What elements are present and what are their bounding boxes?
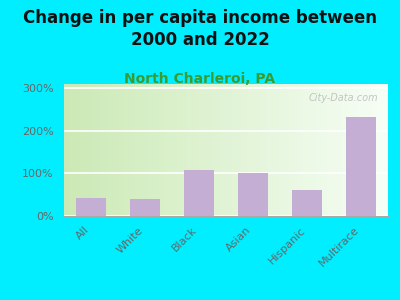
- Text: Change in per capita income between
2000 and 2022: Change in per capita income between 2000…: [23, 9, 377, 49]
- Bar: [184, 170, 214, 216]
- Bar: [130, 199, 160, 216]
- Text: City-Data.com: City-Data.com: [309, 93, 378, 103]
- Bar: [292, 190, 322, 216]
- Bar: [238, 173, 268, 216]
- Bar: [346, 117, 376, 216]
- Bar: [76, 198, 106, 216]
- Text: North Charleroi, PA: North Charleroi, PA: [124, 72, 276, 86]
